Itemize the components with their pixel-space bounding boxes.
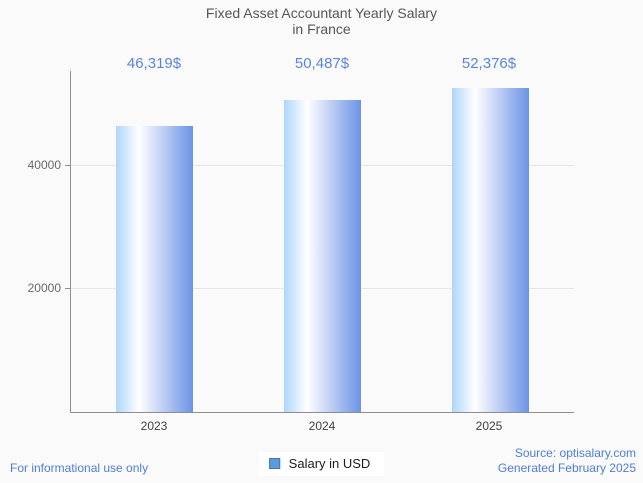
x-axis-label: 2023 <box>140 419 168 433</box>
bar-2023[interactable] <box>116 126 193 412</box>
y-axis-label: 20000 <box>27 281 61 295</box>
x-axis-label: 2024 <box>308 419 336 433</box>
bar-value-label: 50,487$ <box>294 55 350 72</box>
chart-title-line1: Fixed Asset Accountant Yearly Salary <box>205 5 438 21</box>
generated-line: Generated February 2025 <box>497 461 636 475</box>
legend: Salary in USD <box>258 452 385 476</box>
disclaimer-text: For informational use only <box>10 461 149 475</box>
legend-label: Salary in USD <box>288 456 371 471</box>
source-block: Source: optisalary.com Generated Februar… <box>498 446 636 476</box>
bar-2024[interactable] <box>284 100 361 412</box>
y-axis-tick <box>65 165 70 166</box>
y-axis-tick <box>65 288 70 289</box>
y-axis-label: 40000 <box>27 158 61 172</box>
legend-series-marker-icon <box>268 458 280 469</box>
x-axis-label: 2025 <box>475 419 503 433</box>
bar-2025[interactable] <box>452 88 529 412</box>
chart-title: Fixed Asset Accountant Yearly Salary in … <box>0 5 643 37</box>
chart-title-line2: in France <box>292 21 351 37</box>
bar-value-label: 52,376$ <box>461 55 517 72</box>
bar-value-label: 46,319$ <box>126 55 182 72</box>
source-line: Source: optisalary.com <box>514 446 636 460</box>
plot-area <box>70 71 574 413</box>
